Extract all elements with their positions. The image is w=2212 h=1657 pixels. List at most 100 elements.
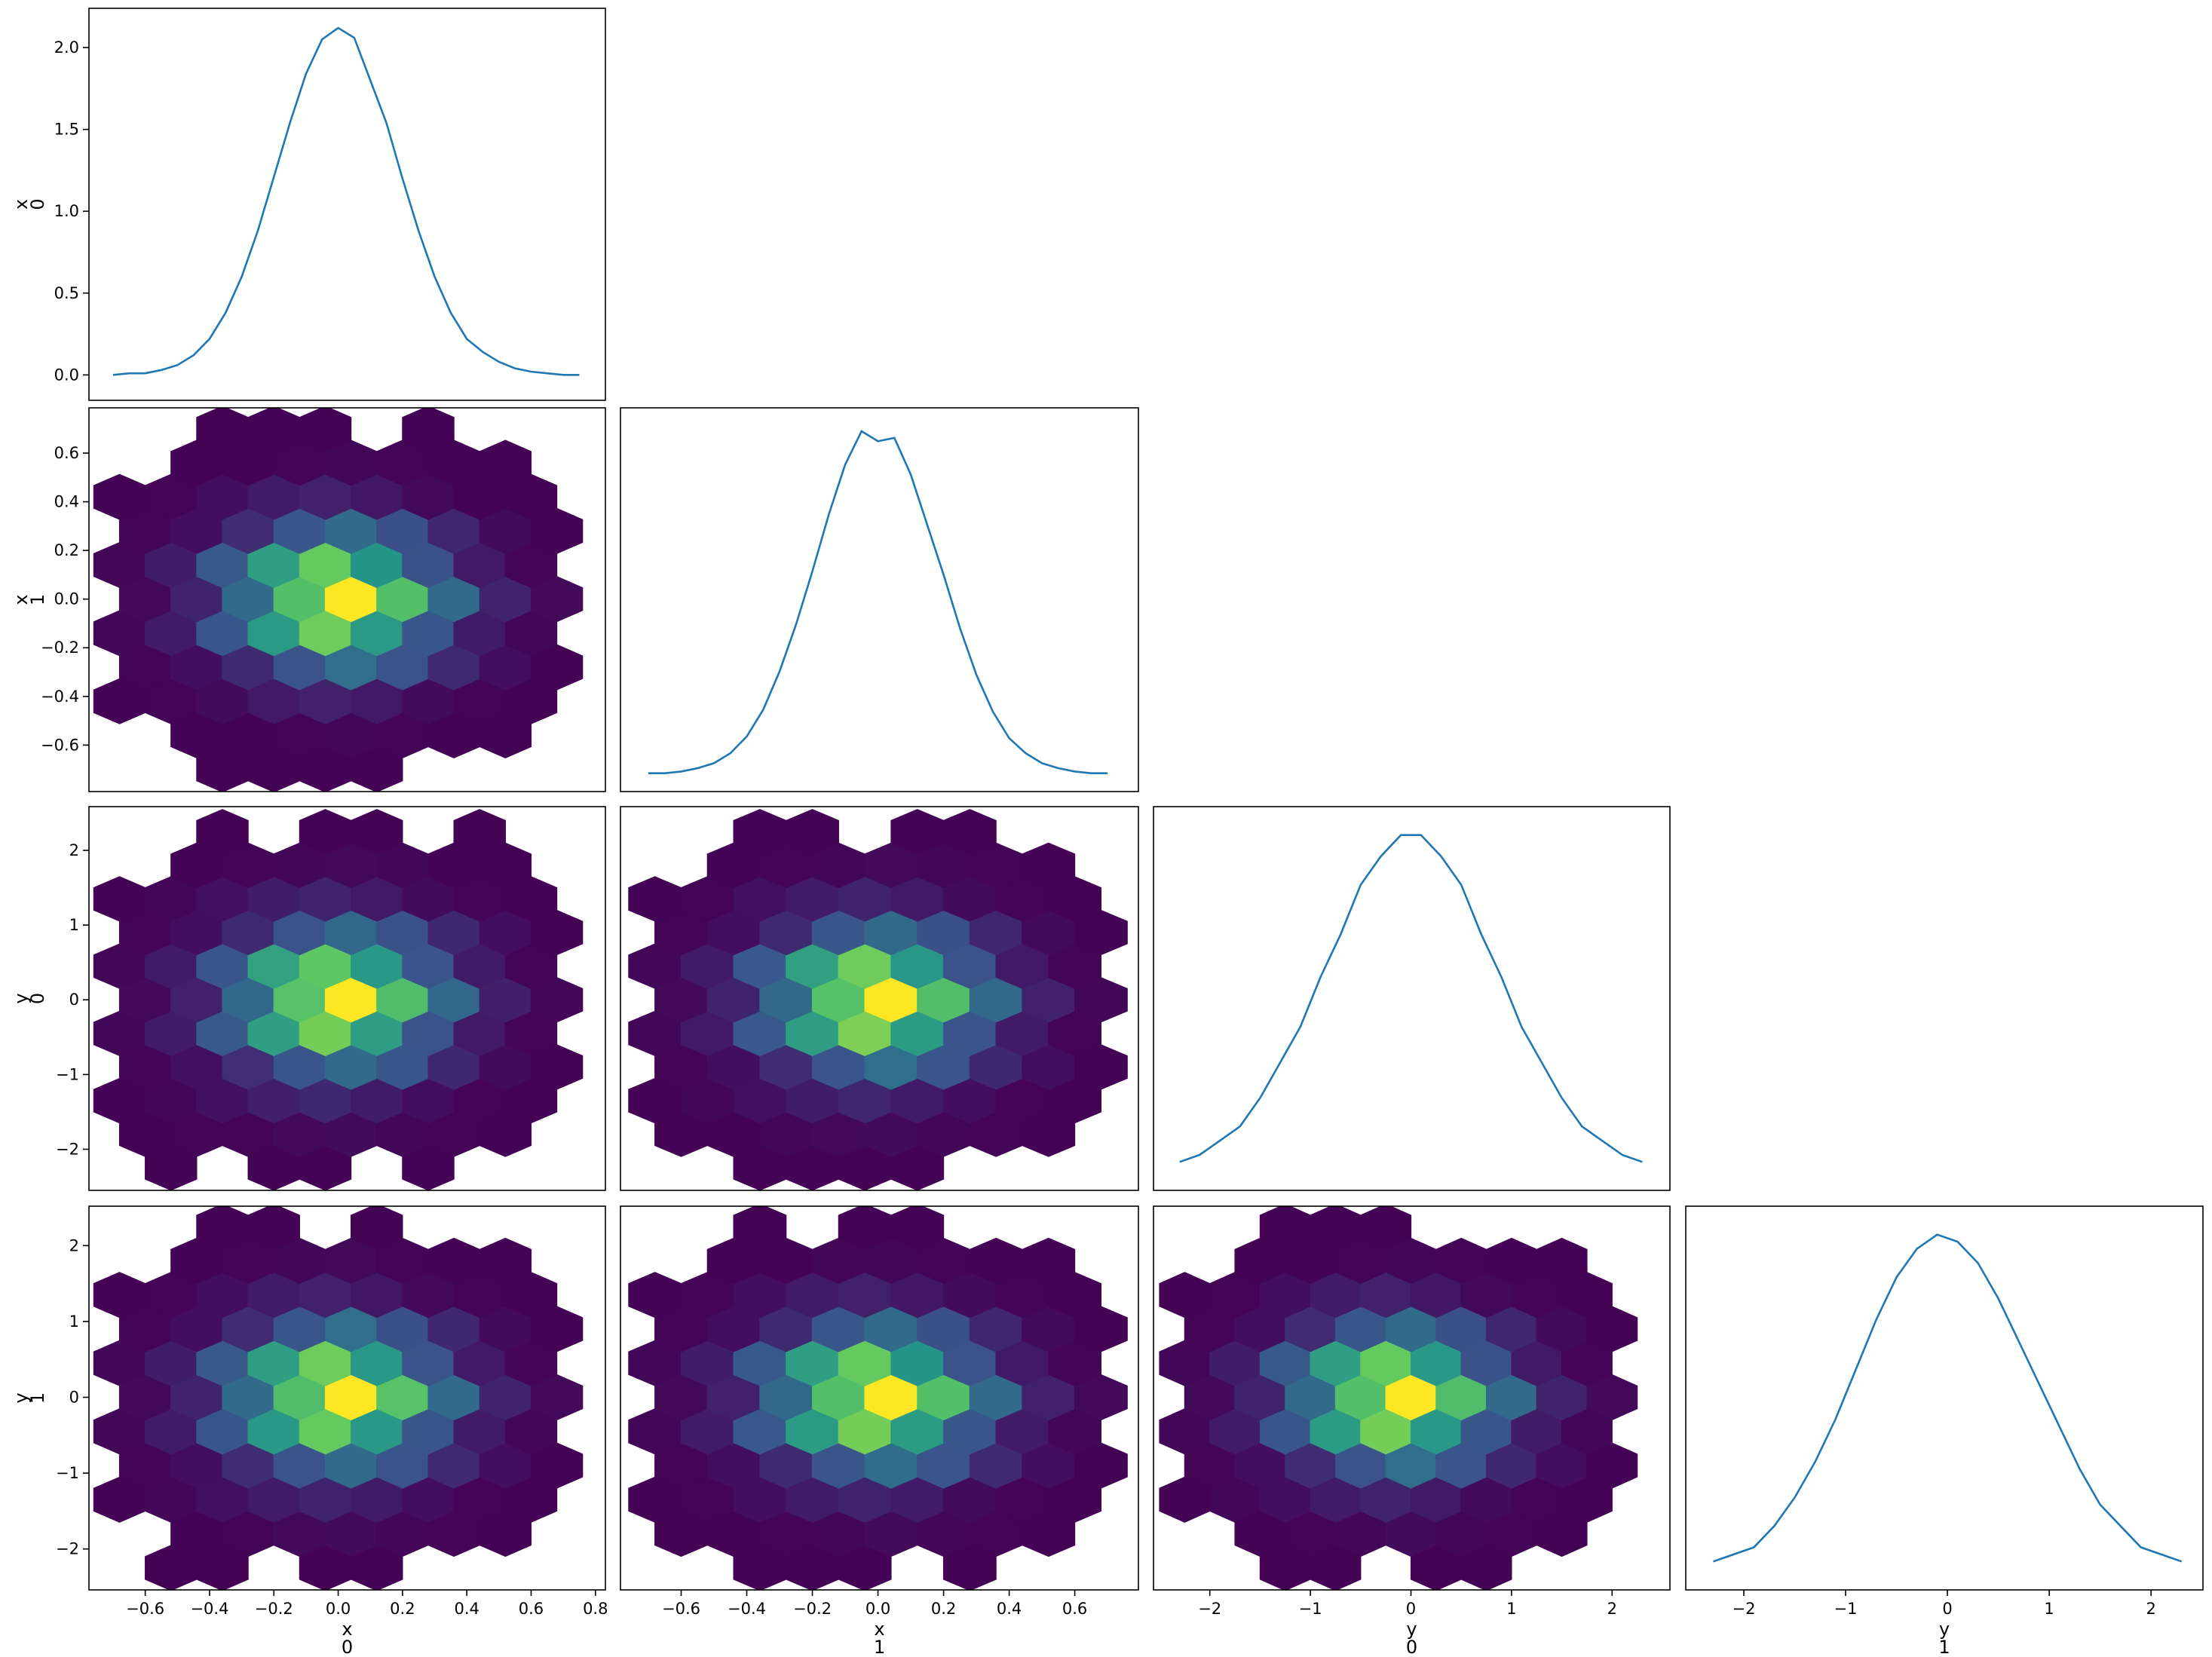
hexbin-cell: [1259, 1206, 1311, 1250]
hexbin-cell: [479, 507, 532, 554]
hexbin-cell: [995, 1476, 1049, 1523]
hexbin-cell: [222, 712, 274, 758]
hexbin-cell: [759, 1442, 813, 1489]
hexbin-cell: [453, 541, 506, 589]
hexbin-cell: [299, 1476, 352, 1523]
hexbin-cell: [402, 943, 455, 989]
hexbin-cell: [680, 1340, 734, 1386]
hexbin-cell: [427, 712, 480, 758]
hexbin-cell: [351, 943, 403, 989]
hexbin-cell: [324, 1442, 378, 1489]
hexbin-cell: [479, 712, 532, 758]
hexbin-cell: [376, 440, 429, 486]
hexbin-cell: [351, 678, 403, 724]
hexbin-cell: [786, 1077, 839, 1124]
hexbin-cell: [427, 1306, 480, 1352]
hexbin-cell: [733, 1206, 787, 1250]
hexbin-cell: [453, 809, 506, 855]
hexbin-cell: [247, 943, 300, 989]
hexbin-cell: [1022, 1044, 1076, 1090]
hexbin-cell: [1259, 1340, 1311, 1386]
hexbin-cell: [170, 644, 223, 691]
hexbin-cell: [786, 943, 839, 989]
hexbin-cell: [299, 809, 352, 855]
hexbin-cell: [969, 1306, 1023, 1352]
hexbin-cell: [504, 473, 558, 520]
hexbin-cell: [530, 1442, 584, 1489]
kde-line: [1179, 834, 1643, 1163]
hexbin-cell: [479, 1111, 532, 1157]
hexbin-cell: [1285, 1442, 1337, 1489]
hexbin-cell: [733, 1340, 787, 1386]
axes-frame: [620, 407, 1139, 792]
axes-frame: [620, 806, 1139, 1191]
x-tick-label: 2: [2146, 1600, 2155, 1618]
hexbin-cell: [196, 809, 249, 855]
hexbin-cell: [247, 1476, 300, 1523]
hexbin-cell: [504, 678, 558, 724]
hexbin-cell: [1586, 1442, 1638, 1489]
hexbin-cell: [196, 746, 249, 792]
hexbin-cell: [628, 1077, 682, 1124]
hexbin-cell: [299, 1545, 352, 1590]
hexbin-cell: [299, 473, 352, 520]
panel: [1179, 834, 1643, 1163]
hexbin-cell: [759, 842, 813, 888]
hexbin-cell: [324, 1111, 378, 1157]
hexbin-cell: [427, 909, 480, 956]
hexbin-cell: [706, 977, 761, 1023]
hexbin-cell: [196, 1010, 249, 1056]
x-tick-label: 1: [2044, 1600, 2054, 1618]
hexbin-cell: [324, 1306, 378, 1352]
hexbin-cell: [376, 1510, 429, 1557]
y-axis-label: 0: [27, 993, 48, 1004]
hexbin-cell: [628, 1340, 682, 1386]
hexbin-cell: [1460, 1476, 1512, 1523]
hexbin-cell: [324, 712, 378, 758]
hexbin-cell: [299, 1272, 352, 1319]
hexbin-cell: [504, 1010, 558, 1056]
hexbin-cell: [890, 1340, 945, 1386]
x-tick-label: 1: [1506, 1600, 1516, 1618]
hexbin-cell: [93, 678, 146, 724]
hexbin-cell: [427, 1044, 480, 1090]
hexbin-cell: [1435, 1442, 1487, 1489]
hexbin-cell: [706, 1111, 761, 1157]
hexbin-cell: [786, 1145, 839, 1190]
hexbin-cell: [917, 1510, 970, 1557]
hexbin-cell: [1536, 1237, 1588, 1284]
hexbin-cell: [1209, 1408, 1261, 1455]
hexbin-cell: [324, 977, 378, 1023]
hexbin-cell: [838, 943, 892, 989]
y-tick-label: 0.5: [54, 284, 79, 302]
hexbin-cell: [786, 1408, 839, 1455]
hexbin-cell: [222, 440, 274, 486]
hexbin-cell: [864, 1510, 918, 1557]
hexbin-cell: [402, 1010, 455, 1056]
hexbin-cell: [1159, 1340, 1211, 1386]
hexbin-cell: [479, 440, 532, 486]
hexbin-cell: [453, 876, 506, 922]
y-tick-label: 1: [69, 916, 79, 934]
hexbin-cell: [1184, 1306, 1236, 1352]
y-axis-label: 1: [27, 1392, 48, 1404]
hexbin-cell: [680, 1476, 734, 1523]
hexbin-cell: [402, 1340, 455, 1386]
hexbin-cell: [1022, 977, 1076, 1023]
hexbin-cell: [995, 1010, 1049, 1056]
hexbin-cell: [145, 1545, 198, 1590]
hexbin-cell: [1234, 1442, 1286, 1489]
hexbin-cell: [811, 1374, 865, 1421]
hexbin-cell: [786, 1272, 839, 1319]
hexbin-cell: [969, 1111, 1023, 1157]
axes-frame: [1153, 1205, 1671, 1591]
hexbin-cell: [969, 842, 1023, 888]
hexbin-cell: [654, 1306, 708, 1352]
hexbin-cell: [376, 576, 429, 623]
x-tick-label: 0: [1942, 1600, 1952, 1618]
hexbin-cell: [299, 1340, 352, 1386]
hexbin-cell: [324, 1510, 378, 1557]
hexbin-cell: [1022, 1111, 1076, 1157]
hexbin-cell: [864, 1306, 918, 1352]
